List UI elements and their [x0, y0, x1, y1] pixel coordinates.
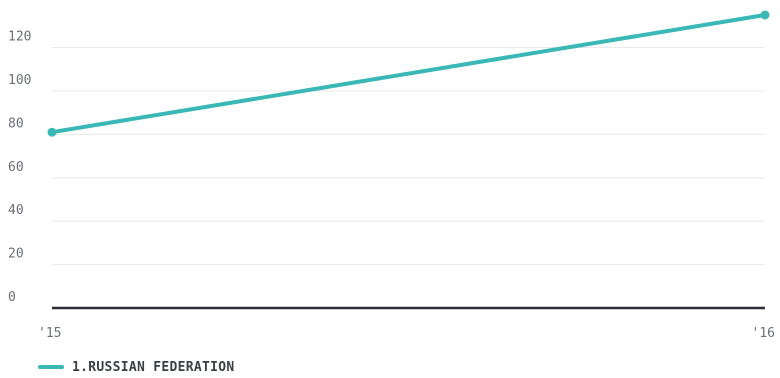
- y-tick-label-60: 60: [8, 160, 24, 175]
- x-tick-label-0: '15: [38, 326, 61, 341]
- legend-swatch: [38, 365, 64, 369]
- y-tick-label-40: 40: [8, 203, 24, 218]
- y-tick-label-0: 0: [8, 290, 16, 305]
- grid-lines: [52, 47, 765, 266]
- legend: 1.RUSSIAN FEDERATION: [38, 358, 235, 376]
- series-line-0: [50, 13, 767, 135]
- data-point-0-0[interactable]: [47, 127, 57, 137]
- y-tick-label-100: 100: [8, 73, 31, 88]
- x-tick-label-1: '16: [752, 326, 775, 341]
- data-point-0-1[interactable]: [760, 10, 770, 20]
- line-chart: 0 20 40 60 80 100 120 '15 '16: [8, 10, 775, 341]
- legend-label-russian-federation: 1.RUSSIAN FEDERATION: [72, 359, 235, 375]
- y-tick-label-20: 20: [8, 247, 24, 262]
- x-axis-ticks: '15 '16: [38, 326, 775, 341]
- y-axis-ticks: 0 20 40 60 80 100 120: [8, 30, 31, 305]
- y-tick-label-80: 80: [8, 116, 24, 131]
- y-tick-label-120: 120: [8, 30, 31, 45]
- series-group: [47, 10, 770, 137]
